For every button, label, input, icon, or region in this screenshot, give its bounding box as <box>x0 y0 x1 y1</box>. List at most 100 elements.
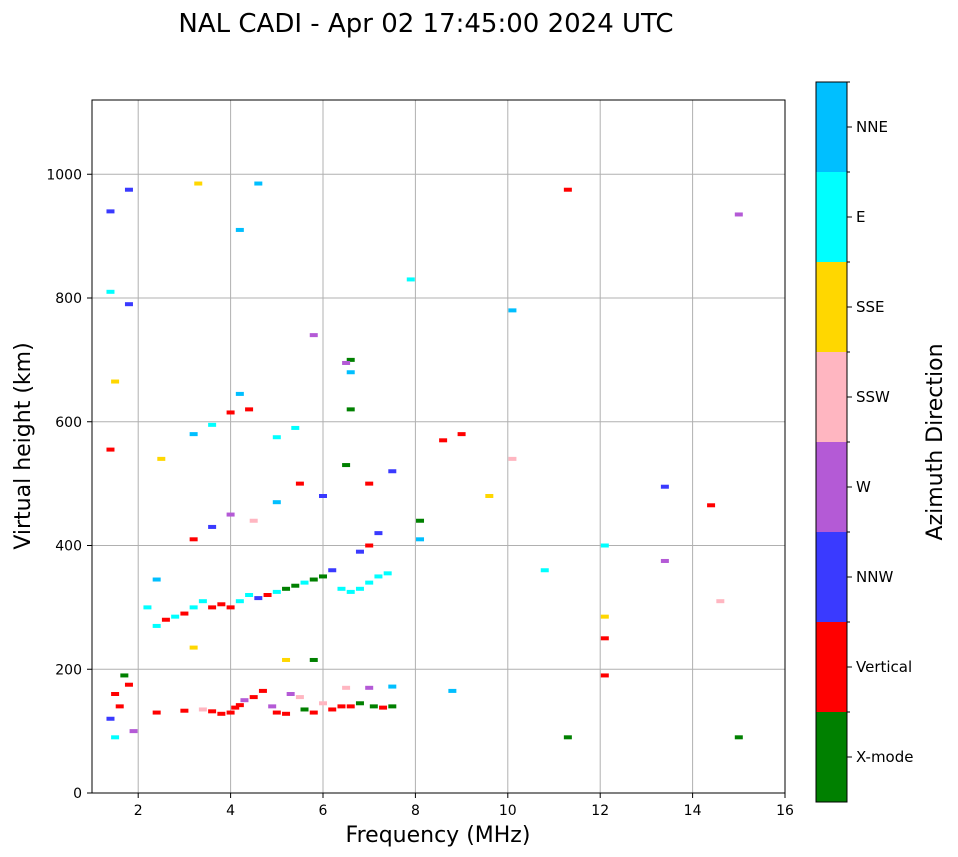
echo-point <box>291 425 300 430</box>
echo-point <box>563 187 572 192</box>
echo-point <box>189 537 198 542</box>
echo-point <box>189 605 198 610</box>
echo-point <box>282 711 291 716</box>
echo-point <box>258 688 267 693</box>
echo-point <box>342 685 351 690</box>
echo-point <box>508 308 517 313</box>
echo-point <box>369 704 378 709</box>
echo-point <box>374 531 383 536</box>
echo-point <box>129 729 138 734</box>
echo-point <box>124 187 133 192</box>
echo-point <box>111 735 120 740</box>
echo-point <box>383 571 392 576</box>
x-tick-label: 12 <box>591 803 609 819</box>
echo-point <box>416 537 425 542</box>
echo-point <box>106 289 115 294</box>
echo-point <box>217 602 226 607</box>
echo-point <box>272 435 281 440</box>
echo-point <box>600 614 609 619</box>
echo-point <box>231 705 240 710</box>
echo-point <box>319 494 327 498</box>
echo-point <box>328 707 337 712</box>
echo-point <box>208 605 217 610</box>
colorbar-label: NNE <box>856 118 888 136</box>
colorbar-label: W <box>856 478 871 496</box>
colorbar-segment <box>816 82 847 172</box>
echo-point <box>226 512 235 517</box>
colorbar-segment <box>816 442 847 532</box>
echo-point <box>263 593 272 597</box>
echo-point <box>660 558 669 563</box>
echo-point <box>416 518 425 523</box>
echo-point <box>379 705 388 710</box>
x-axis-label: Frequency (MHz) <box>346 823 531 848</box>
echo-point <box>388 684 397 689</box>
x-tick-label: 4 <box>226 803 235 819</box>
echo-point <box>300 580 309 585</box>
echo-point <box>328 568 337 573</box>
echo-point <box>540 568 549 573</box>
echo-point <box>716 599 725 604</box>
colorbar-label: SSW <box>856 388 890 406</box>
echo-point <box>115 704 124 709</box>
echo-point <box>282 657 291 662</box>
x-axis-ticks: 2 4 6 8 10 12 14 16 <box>134 793 794 819</box>
colorbar: X-mode Vertical NNW W SSW SSE E NNE <box>815 81 913 803</box>
echo-point <box>286 692 295 696</box>
x-tick-label: 6 <box>319 803 328 819</box>
x-tick-label: 8 <box>411 803 420 819</box>
echo-point <box>152 710 161 715</box>
echo-point <box>235 703 244 708</box>
colorbar-label: E <box>856 208 865 226</box>
echo-point <box>226 605 235 610</box>
echo-point <box>249 695 258 700</box>
echo-point <box>309 577 318 582</box>
echo-point <box>337 704 346 709</box>
echo-point <box>245 593 254 597</box>
echo-point <box>295 695 304 700</box>
echo-point <box>157 456 166 461</box>
echo-point <box>346 407 355 412</box>
echo-point <box>235 227 244 232</box>
x-tick-label: 2 <box>134 803 143 819</box>
echo-point <box>309 710 318 715</box>
echo-point <box>189 432 198 437</box>
echo-point <box>282 586 291 591</box>
plot-area-frame <box>91 99 786 794</box>
echo-point <box>309 333 318 338</box>
echo-point <box>485 494 494 498</box>
y-axis-ticks: 0 200 400 600 800 1000 <box>46 167 92 802</box>
y-axis-label: Virtual height (km) <box>11 342 36 549</box>
x-tick-label: 10 <box>499 803 517 819</box>
echo-point <box>563 735 572 740</box>
echo-point <box>346 357 355 362</box>
echo-point <box>388 469 397 474</box>
echo-point <box>111 692 120 696</box>
echo-point <box>600 636 609 641</box>
colorbar-segment <box>816 712 847 802</box>
echo-point <box>217 711 226 716</box>
echo-point <box>208 709 217 714</box>
echo-point <box>161 617 170 622</box>
echo-point <box>374 574 383 579</box>
colorbar-segment <box>816 622 847 712</box>
echo-point <box>734 212 743 217</box>
echo-point <box>346 589 355 594</box>
colorbar-segment <box>816 172 847 262</box>
colorbar-title: Azimuth Direction <box>923 343 948 540</box>
echo-point <box>106 716 115 721</box>
echo-point <box>355 701 364 706</box>
echo-point <box>346 370 355 375</box>
echo-point <box>355 586 364 591</box>
echo-point <box>198 707 207 712</box>
chart-title: NAL CADI - Apr 02 17:45:00 2024 UTC <box>178 9 673 39</box>
echo-point <box>235 391 244 396</box>
echo-point <box>319 574 327 579</box>
colorbar-segment <box>816 532 847 622</box>
echo-point <box>660 484 669 489</box>
echo-point <box>406 277 415 282</box>
echo-point <box>342 463 351 468</box>
echo-point <box>235 599 244 604</box>
echo-point <box>180 708 189 713</box>
